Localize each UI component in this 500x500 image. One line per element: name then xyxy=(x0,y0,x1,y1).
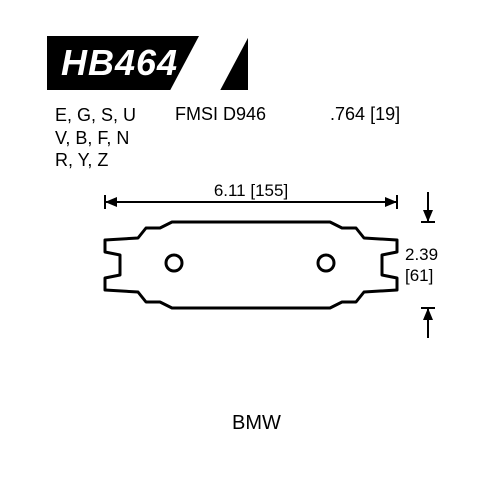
svg-text:2.39: 2.39 xyxy=(405,245,438,264)
brake-pad-diagram: 6.11 [155] 2.39 [61] xyxy=(0,0,500,500)
svg-text:6.11 [155]: 6.11 [155] xyxy=(214,181,288,200)
svg-text:[61]: [61] xyxy=(405,266,433,285)
